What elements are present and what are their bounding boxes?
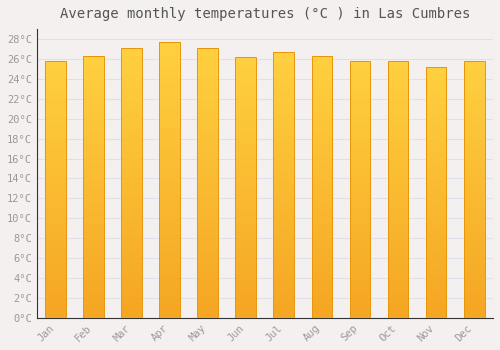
Bar [426, 67, 446, 318]
Bar [464, 61, 484, 318]
Bar [160, 42, 180, 318]
Bar [236, 57, 256, 318]
Bar [84, 56, 104, 318]
Bar [46, 61, 66, 318]
Bar [312, 56, 332, 318]
Bar [122, 48, 142, 318]
Bar [388, 61, 408, 318]
Title: Average monthly temperatures (°C ) in Las Cumbres: Average monthly temperatures (°C ) in La… [60, 7, 470, 21]
Bar [274, 52, 294, 318]
Bar [198, 48, 218, 318]
Bar [350, 61, 370, 318]
